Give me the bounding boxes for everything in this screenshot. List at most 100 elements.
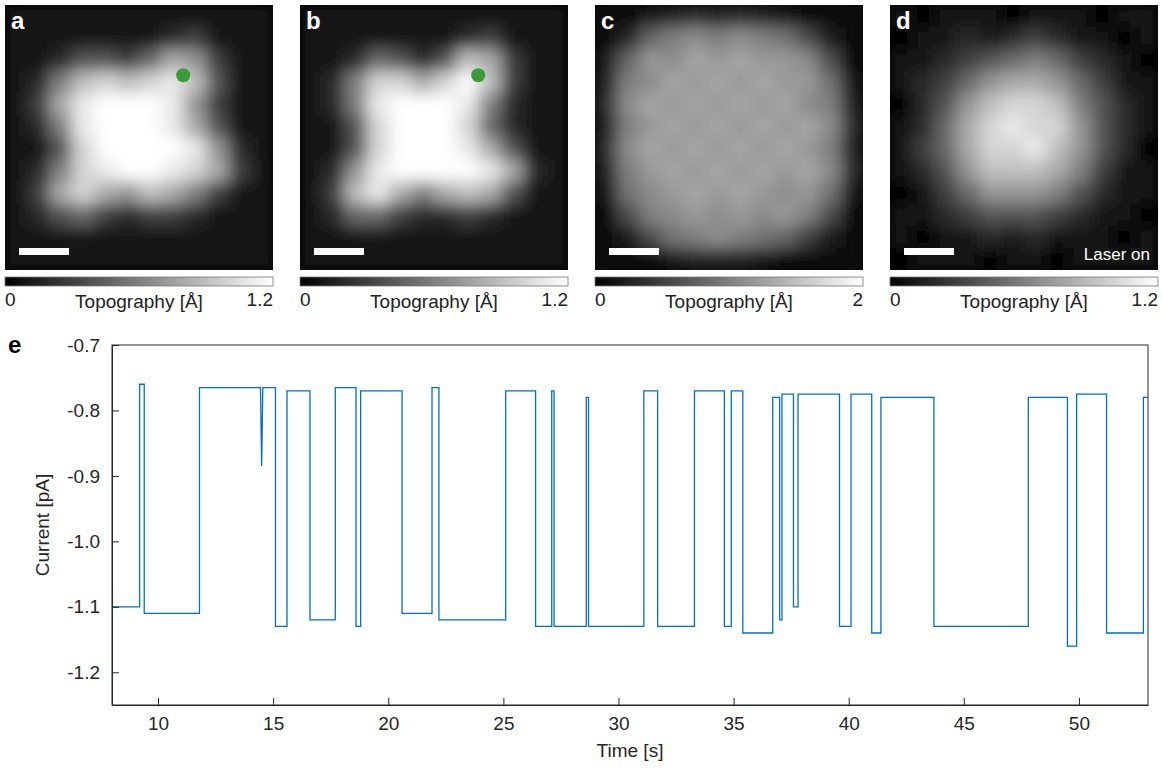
cell	[751, 138, 774, 161]
cell	[1136, 5, 1158, 28]
cell	[595, 49, 618, 72]
cell	[1046, 160, 1069, 183]
colorbar	[5, 277, 273, 286]
cell	[1002, 71, 1025, 94]
cell	[957, 160, 980, 183]
cell	[434, 182, 457, 205]
x-tick: 45	[954, 698, 975, 734]
cell	[729, 138, 752, 161]
cell	[300, 71, 323, 94]
cell	[751, 204, 774, 227]
cell	[595, 138, 618, 161]
cell	[546, 71, 568, 94]
cell	[1024, 115, 1047, 138]
cell	[501, 115, 524, 138]
cell	[251, 248, 273, 270]
cell	[117, 248, 140, 270]
cell	[479, 248, 502, 270]
image-ground	[300, 5, 568, 270]
cell	[617, 27, 640, 50]
cell	[935, 226, 958, 249]
x-tick-label: 40	[839, 713, 860, 734]
cell	[161, 226, 184, 249]
cell	[1046, 182, 1069, 205]
cell	[27, 115, 50, 138]
x-tick-mark	[388, 698, 389, 705]
cell	[1024, 160, 1047, 183]
cell	[751, 248, 774, 270]
cell	[27, 49, 50, 72]
cell	[979, 93, 1002, 116]
cell	[707, 226, 730, 249]
cell	[595, 160, 618, 183]
cell	[841, 93, 863, 116]
cell	[707, 160, 730, 183]
cell	[322, 182, 345, 205]
cell	[796, 93, 819, 116]
cell	[479, 160, 502, 183]
cell	[206, 248, 229, 270]
cell	[912, 49, 935, 72]
cell	[546, 226, 568, 249]
cell	[72, 5, 95, 28]
cell	[389, 115, 412, 138]
cell	[546, 5, 568, 28]
cell	[184, 93, 207, 116]
cell	[251, 5, 273, 28]
cell	[367, 160, 390, 183]
x-tick-mark	[849, 698, 850, 705]
cell	[640, 27, 663, 50]
cell	[501, 182, 524, 205]
cell	[935, 93, 958, 116]
cell	[94, 49, 117, 72]
cell	[707, 27, 730, 50]
cell	[228, 138, 251, 161]
cell	[729, 248, 752, 270]
cell	[412, 49, 435, 72]
cell	[94, 204, 117, 227]
cell	[27, 93, 50, 116]
cell	[1046, 138, 1069, 161]
cell	[1002, 248, 1025, 270]
cell	[841, 5, 863, 28]
cell	[389, 138, 412, 161]
y-tick: -0.9	[67, 465, 119, 486]
cell	[300, 160, 323, 183]
cell	[1069, 71, 1092, 94]
cell	[27, 5, 50, 28]
panel: a01.2Topography [Å]	[5, 5, 274, 312]
cell	[456, 226, 479, 249]
x-tick-label: 35	[724, 713, 745, 734]
cell	[935, 27, 958, 50]
x-tick-mark	[734, 698, 735, 705]
cell	[501, 226, 524, 249]
cell	[161, 204, 184, 227]
cell	[94, 115, 117, 138]
cell	[774, 5, 797, 28]
cell	[662, 27, 685, 50]
cell	[389, 71, 412, 94]
cell	[206, 226, 229, 249]
cell	[228, 226, 251, 249]
cell	[27, 182, 50, 205]
cell	[751, 182, 774, 205]
cell	[684, 248, 707, 270]
cell	[957, 27, 980, 50]
cell	[434, 138, 457, 161]
cell	[617, 71, 640, 94]
cell	[322, 71, 345, 94]
cell	[640, 160, 663, 183]
cell	[5, 93, 28, 116]
x-tick: 35	[724, 698, 745, 734]
y-tick-mark	[112, 410, 119, 411]
cell	[206, 27, 229, 50]
cell	[707, 71, 730, 94]
cell	[184, 27, 207, 50]
cell	[595, 204, 618, 227]
cell	[434, 226, 457, 249]
image-ground	[595, 5, 863, 270]
cell	[117, 93, 140, 116]
cell	[707, 5, 730, 28]
cell	[72, 138, 95, 161]
cell	[27, 226, 50, 249]
